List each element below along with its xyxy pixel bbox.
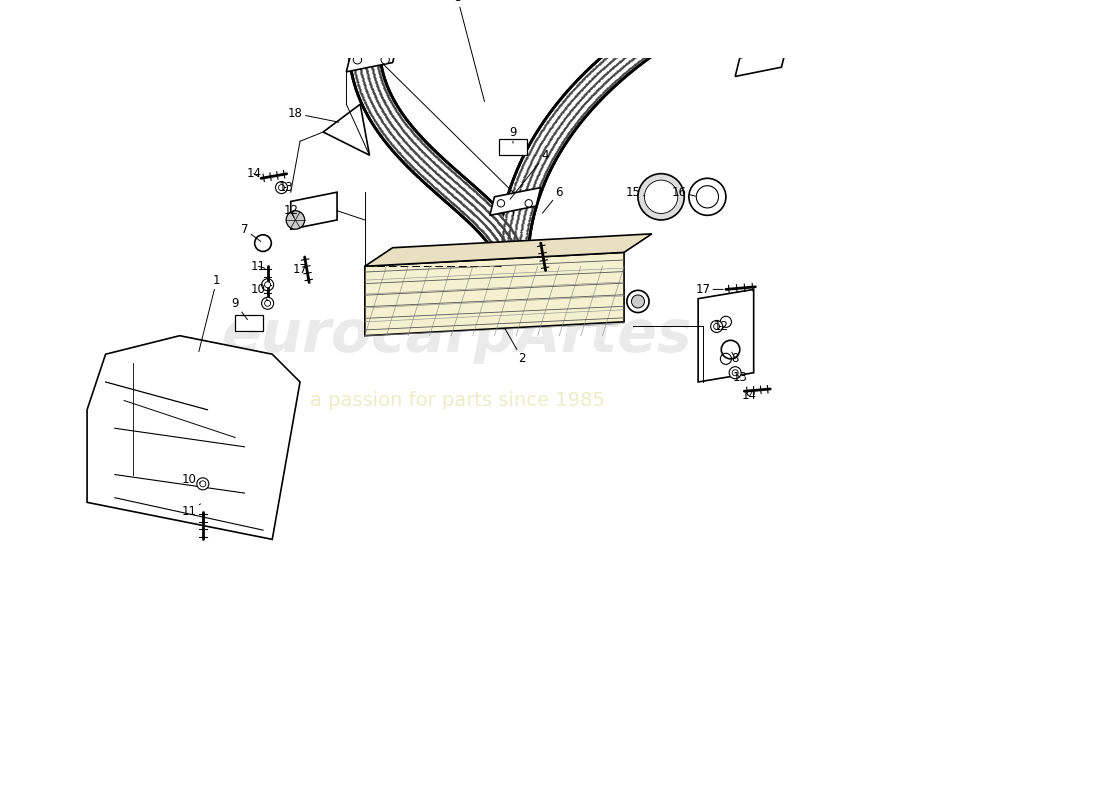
Text: 16: 16 — [672, 186, 695, 198]
Text: 11: 11 — [182, 504, 200, 518]
Circle shape — [638, 174, 684, 220]
Text: 14: 14 — [246, 167, 261, 180]
Polygon shape — [698, 290, 754, 382]
Circle shape — [645, 180, 678, 214]
Text: 10: 10 — [251, 283, 267, 301]
Text: 18: 18 — [288, 107, 339, 122]
Text: 10: 10 — [182, 473, 200, 486]
Circle shape — [381, 56, 389, 64]
Text: eurocarpArtes: eurocarpArtes — [222, 307, 693, 364]
Text: 8: 8 — [732, 352, 739, 366]
Text: 17: 17 — [695, 283, 723, 296]
Circle shape — [631, 295, 645, 308]
Circle shape — [720, 354, 732, 364]
Polygon shape — [490, 187, 541, 215]
Circle shape — [714, 323, 719, 330]
Polygon shape — [499, 139, 527, 155]
Text: 2: 2 — [505, 329, 526, 366]
Circle shape — [339, 7, 351, 19]
Polygon shape — [365, 252, 624, 336]
Circle shape — [720, 316, 732, 327]
Text: 1: 1 — [199, 274, 220, 351]
Circle shape — [733, 370, 738, 376]
Circle shape — [265, 282, 271, 288]
Polygon shape — [87, 336, 300, 539]
Circle shape — [366, 37, 373, 42]
Text: 14: 14 — [741, 390, 757, 402]
Circle shape — [197, 478, 209, 490]
Text: 9: 9 — [231, 297, 248, 319]
Circle shape — [497, 199, 505, 207]
Text: 13: 13 — [733, 371, 747, 384]
Circle shape — [363, 34, 375, 46]
Circle shape — [262, 298, 274, 310]
Text: a passion for parts since 1985: a passion for parts since 1985 — [310, 391, 605, 410]
Polygon shape — [346, 44, 397, 72]
Text: 17: 17 — [293, 259, 308, 275]
Text: 3: 3 — [453, 0, 484, 102]
Polygon shape — [235, 315, 263, 331]
Text: 12: 12 — [714, 320, 729, 333]
Circle shape — [265, 300, 271, 306]
Polygon shape — [735, 49, 786, 77]
Text: 11: 11 — [251, 260, 266, 273]
Circle shape — [711, 321, 723, 333]
Circle shape — [275, 182, 287, 194]
Circle shape — [729, 366, 741, 378]
Text: 13: 13 — [278, 181, 294, 194]
Circle shape — [341, 10, 348, 17]
Text: 7: 7 — [241, 222, 261, 242]
Circle shape — [286, 210, 305, 230]
Circle shape — [627, 290, 649, 313]
Text: 6: 6 — [542, 186, 563, 213]
Circle shape — [525, 199, 532, 207]
Circle shape — [278, 185, 285, 190]
Circle shape — [353, 56, 362, 64]
Circle shape — [200, 481, 206, 487]
Text: 15: 15 — [626, 186, 645, 198]
Polygon shape — [365, 234, 652, 266]
Polygon shape — [735, 0, 810, 58]
Circle shape — [262, 278, 274, 290]
Text: 4: 4 — [510, 149, 549, 199]
Polygon shape — [323, 104, 370, 155]
Text: 9: 9 — [509, 126, 517, 143]
Polygon shape — [290, 192, 337, 230]
Text: 12: 12 — [284, 204, 298, 218]
